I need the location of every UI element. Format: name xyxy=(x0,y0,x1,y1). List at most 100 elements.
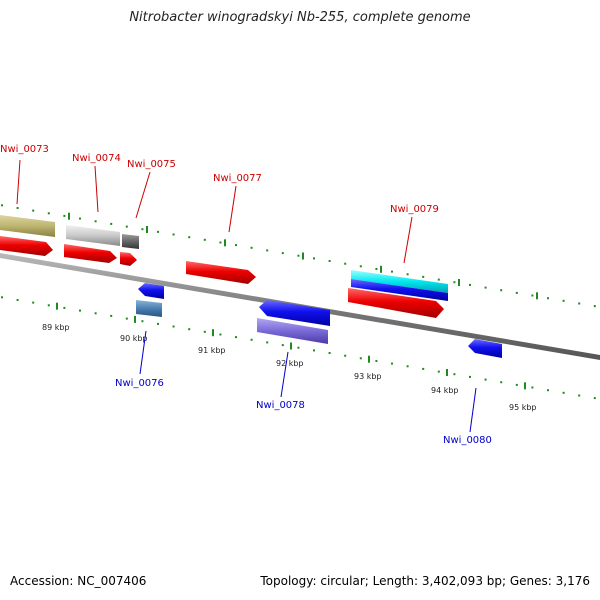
genome-summary-text: Topology: circular; Length: 3,402,093 bp… xyxy=(260,574,590,588)
major-tick xyxy=(56,302,58,310)
leader-0076 xyxy=(139,330,147,375)
minor-tick xyxy=(16,299,19,301)
major-tick xyxy=(68,212,70,220)
minor-tick xyxy=(406,365,409,368)
gene-feature-0074-outer[interactable] xyxy=(66,225,120,246)
minor-tick xyxy=(125,225,128,228)
leader-0073 xyxy=(16,159,21,205)
gene-label-0080[interactable]: Nwi_0080 xyxy=(443,435,492,446)
minor-tick xyxy=(437,278,440,281)
minor-tick xyxy=(32,209,35,212)
major-tick xyxy=(134,315,136,323)
minor-tick xyxy=(297,254,300,257)
minor-tick xyxy=(453,281,456,284)
minor-tick xyxy=(1,204,3,207)
major-tick xyxy=(536,292,538,300)
major-tick xyxy=(212,329,214,337)
accession-text: Accession: NC_007406 xyxy=(10,574,147,588)
gene-label-0079[interactable]: Nwi_0079 xyxy=(390,204,439,215)
minor-tick xyxy=(235,244,237,247)
minor-tick xyxy=(500,289,503,292)
minor-tick xyxy=(141,320,144,323)
minor-tick xyxy=(32,301,35,304)
gene-arrow-0076[interactable] xyxy=(138,283,164,299)
gene-feature-0076-outer[interactable] xyxy=(136,300,162,317)
reverse-genes xyxy=(136,283,502,358)
major-tick xyxy=(446,369,448,376)
minor-tick xyxy=(79,309,81,312)
minor-tick xyxy=(79,217,81,220)
minor-tick xyxy=(578,302,581,305)
leader-0080 xyxy=(469,387,477,433)
gene-label-0075[interactable]: Nwi_0075 xyxy=(127,159,176,170)
label-leaders xyxy=(16,159,477,433)
minor-tick xyxy=(250,338,253,341)
gene-label-0076[interactable]: Nwi_0076 xyxy=(115,378,164,389)
gene-arrow-0078[interactable] xyxy=(259,300,330,326)
minor-tick xyxy=(375,360,378,362)
scale-label-94: 94 kbp xyxy=(431,386,459,395)
minor-tick xyxy=(281,344,284,347)
reverse-tick-track xyxy=(1,296,596,400)
gene-label-0073[interactable]: Nwi_0073 xyxy=(0,144,49,155)
gene-feature-0079-cyan[interactable] xyxy=(351,270,448,293)
major-tick xyxy=(290,342,292,350)
minor-tick xyxy=(110,222,113,225)
gene-label-0078[interactable]: Nwi_0078 xyxy=(256,400,305,411)
gene-feature-0079-blue[interactable] xyxy=(351,279,448,301)
gene-arrow-0075[interactable] xyxy=(120,252,137,266)
leader-0074 xyxy=(94,165,99,213)
major-tick xyxy=(458,279,460,286)
minor-tick xyxy=(547,297,549,300)
minor-tick xyxy=(453,373,456,376)
minor-tick xyxy=(469,375,471,378)
scale-label-95: 95 kbp xyxy=(509,403,537,412)
minor-tick xyxy=(515,291,518,294)
gene-label-0077[interactable]: Nwi_0077 xyxy=(213,173,262,184)
gene-feature-0075-outer[interactable] xyxy=(122,234,139,249)
minor-tick xyxy=(593,397,596,400)
minor-tick xyxy=(344,262,347,265)
minor-tick xyxy=(297,346,300,349)
minor-tick xyxy=(203,330,206,333)
scale-label-89: 89 kbp xyxy=(42,323,70,332)
minor-tick xyxy=(141,228,144,231)
gene-labels: Nwi_0073 Nwi_0074 Nwi_0075 Nwi_0077 Nwi_… xyxy=(0,144,492,446)
leader-0079 xyxy=(403,216,413,264)
minor-tick xyxy=(578,394,581,397)
minor-tick xyxy=(188,328,191,331)
minor-tick xyxy=(157,322,159,325)
major-tick xyxy=(380,265,382,273)
minor-tick xyxy=(437,370,440,373)
gene-arrow-0079[interactable] xyxy=(348,288,444,318)
minor-tick xyxy=(593,305,596,308)
minor-tick xyxy=(63,214,66,217)
minor-tick xyxy=(328,260,331,262)
minor-tick xyxy=(422,275,425,278)
minor-tick xyxy=(172,233,175,236)
minor-tick xyxy=(125,317,128,320)
minor-tick xyxy=(16,207,19,209)
gene-arrow-0073[interactable] xyxy=(0,236,53,256)
gene-feature-0078-outer[interactable] xyxy=(257,318,328,344)
scale-label-92: 92 kbp xyxy=(276,359,304,368)
gene-arrow-0074[interactable] xyxy=(64,244,117,263)
minor-tick xyxy=(203,238,206,241)
minor-tick xyxy=(235,336,237,339)
minor-tick xyxy=(375,268,378,270)
gene-feature-0073-outer[interactable] xyxy=(0,215,55,237)
minor-tick xyxy=(94,220,97,223)
gene-label-0074[interactable]: Nwi_0074 xyxy=(72,153,121,164)
gene-arrow-0080[interactable] xyxy=(468,339,502,358)
minor-tick xyxy=(1,296,3,299)
major-tick xyxy=(224,239,226,247)
minor-tick xyxy=(313,257,315,260)
minor-tick xyxy=(531,386,534,389)
scale-labels: 89 kbp 90 kbp 91 kbp 92 kbp 93 kbp 94 kb… xyxy=(42,323,537,412)
minor-tick xyxy=(157,230,159,233)
gene-arrow-0077[interactable] xyxy=(186,261,256,284)
minor-tick xyxy=(484,286,487,289)
major-tick xyxy=(368,355,370,363)
minor-tick xyxy=(219,241,222,244)
